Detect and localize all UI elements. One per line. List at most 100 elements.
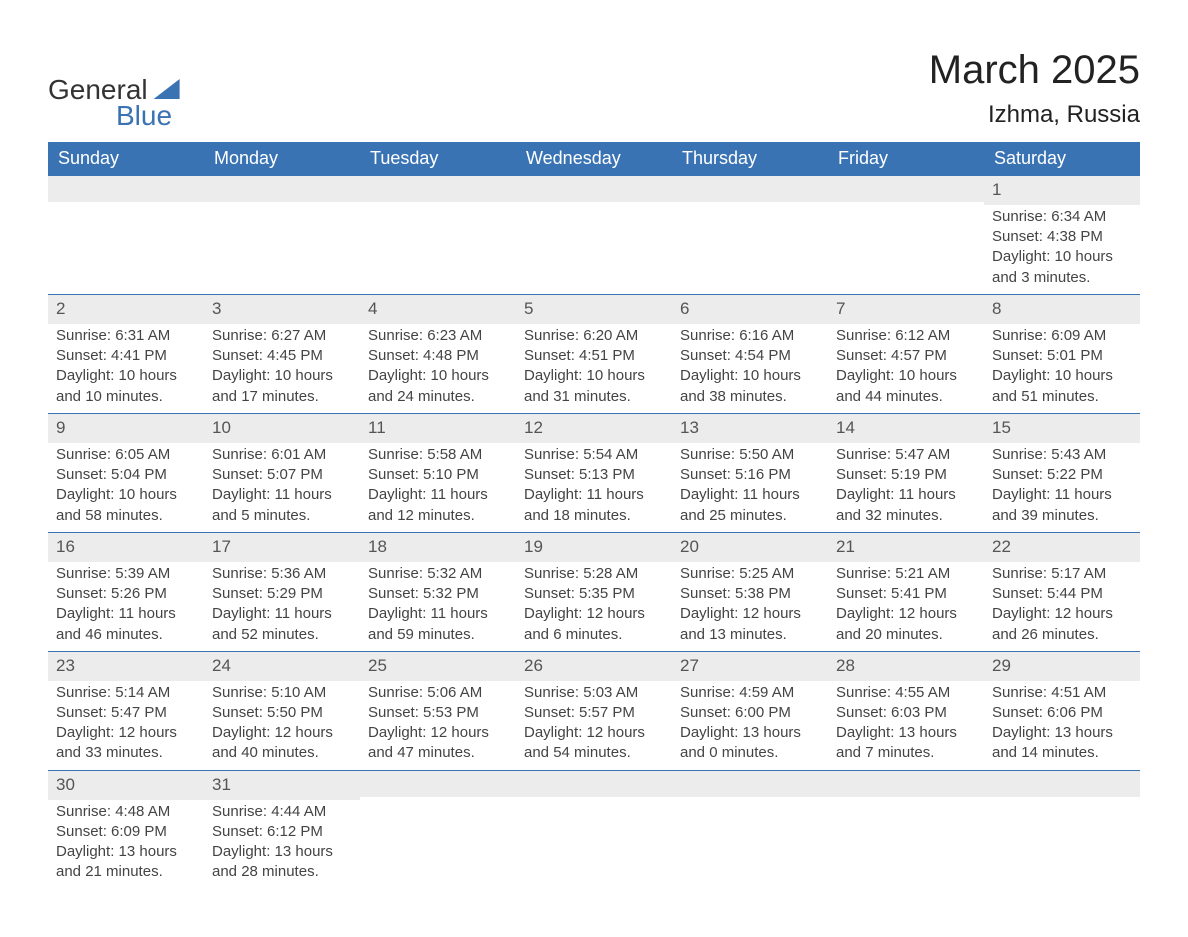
- sunset-text: Sunset: 5:47 PM: [56, 703, 196, 723]
- sunrise-text: Sunrise: 6:12 AM: [836, 326, 976, 346]
- calendar-cell: 18Sunrise: 5:32 AMSunset: 5:32 PMDayligh…: [360, 532, 516, 651]
- daylight2-text: and 58 minutes.: [56, 506, 196, 526]
- sunset-text: Sunset: 5:38 PM: [680, 584, 820, 604]
- daylight1-text: Daylight: 12 hours: [524, 604, 664, 624]
- sunset-text: Sunset: 5:44 PM: [992, 584, 1132, 604]
- daylight2-text: and 13 minutes.: [680, 625, 820, 645]
- calendar-cell: 29Sunrise: 4:51 AMSunset: 6:06 PMDayligh…: [984, 651, 1140, 770]
- calendar-cell: 13Sunrise: 5:50 AMSunset: 5:16 PMDayligh…: [672, 413, 828, 532]
- day-number: 22: [984, 533, 1140, 562]
- sunrise-text: Sunrise: 5:17 AM: [992, 564, 1132, 584]
- daylight1-text: Daylight: 11 hours: [836, 485, 976, 505]
- day-details: [828, 797, 984, 805]
- daylight1-text: Daylight: 12 hours: [836, 604, 976, 624]
- daylight1-text: Daylight: 10 hours: [56, 485, 196, 505]
- day-number: 26: [516, 652, 672, 681]
- sunset-text: Sunset: 4:51 PM: [524, 346, 664, 366]
- daylight2-text: and 0 minutes.: [680, 743, 820, 763]
- day-details: Sunrise: 6:16 AMSunset: 4:54 PMDaylight:…: [672, 324, 828, 413]
- sunset-text: Sunset: 6:12 PM: [212, 822, 352, 842]
- day-number: 27: [672, 652, 828, 681]
- sunset-text: Sunset: 5:29 PM: [212, 584, 352, 604]
- calendar-cell: 23Sunrise: 5:14 AMSunset: 5:47 PMDayligh…: [48, 651, 204, 770]
- day-details: Sunrise: 5:21 AMSunset: 5:41 PMDaylight:…: [828, 562, 984, 651]
- sunset-text: Sunset: 6:09 PM: [56, 822, 196, 842]
- day-number: 14: [828, 414, 984, 443]
- calendar-cell: 15Sunrise: 5:43 AMSunset: 5:22 PMDayligh…: [984, 413, 1140, 532]
- calendar-cell: [48, 176, 204, 295]
- day-number: 25: [360, 652, 516, 681]
- daylight2-text: and 40 minutes.: [212, 743, 352, 763]
- daylight1-text: Daylight: 11 hours: [524, 485, 664, 505]
- daylight1-text: Daylight: 10 hours: [992, 366, 1132, 386]
- day-number: 6: [672, 295, 828, 324]
- calendar-cell: 19Sunrise: 5:28 AMSunset: 5:35 PMDayligh…: [516, 532, 672, 651]
- sunrise-text: Sunrise: 5:10 AM: [212, 683, 352, 703]
- sunset-text: Sunset: 5:16 PM: [680, 465, 820, 485]
- day-details: Sunrise: 5:32 AMSunset: 5:32 PMDaylight:…: [360, 562, 516, 651]
- calendar-cell: 22Sunrise: 5:17 AMSunset: 5:44 PMDayligh…: [984, 532, 1140, 651]
- calendar-header-row: Sunday Monday Tuesday Wednesday Thursday…: [48, 142, 1140, 176]
- day-details: Sunrise: 6:12 AMSunset: 4:57 PMDaylight:…: [828, 324, 984, 413]
- day-details: Sunrise: 5:17 AMSunset: 5:44 PMDaylight:…: [984, 562, 1140, 651]
- day-number: 20: [672, 533, 828, 562]
- sunset-text: Sunset: 5:53 PM: [368, 703, 508, 723]
- calendar-cell: 27Sunrise: 4:59 AMSunset: 6:00 PMDayligh…: [672, 651, 828, 770]
- day-number: [828, 771, 984, 797]
- day-number: [672, 771, 828, 797]
- day-number: 31: [204, 771, 360, 800]
- calendar-week-row: 16Sunrise: 5:39 AMSunset: 5:26 PMDayligh…: [48, 532, 1140, 651]
- logo-triangle-icon: [154, 79, 180, 99]
- day-number: 2: [48, 295, 204, 324]
- daylight2-text: and 26 minutes.: [992, 625, 1132, 645]
- day-details: Sunrise: 5:06 AMSunset: 5:53 PMDaylight:…: [360, 681, 516, 770]
- day-details: [828, 202, 984, 210]
- day-number: [360, 771, 516, 797]
- daylight2-text: and 21 minutes.: [56, 862, 196, 882]
- day-header-wednesday: Wednesday: [516, 142, 672, 176]
- sunrise-text: Sunrise: 4:44 AM: [212, 802, 352, 822]
- sunrise-text: Sunrise: 6:01 AM: [212, 445, 352, 465]
- sunrise-text: Sunrise: 6:31 AM: [56, 326, 196, 346]
- daylight2-text: and 10 minutes.: [56, 387, 196, 407]
- daylight2-text: and 12 minutes.: [368, 506, 508, 526]
- calendar-cell: 16Sunrise: 5:39 AMSunset: 5:26 PMDayligh…: [48, 532, 204, 651]
- title-block: March 2025 Izhma, Russia: [929, 48, 1140, 129]
- calendar-cell: [516, 770, 672, 888]
- sunrise-text: Sunrise: 5:25 AM: [680, 564, 820, 584]
- daylight2-text: and 20 minutes.: [836, 625, 976, 645]
- sunset-text: Sunset: 6:00 PM: [680, 703, 820, 723]
- daylight1-text: Daylight: 13 hours: [992, 723, 1132, 743]
- calendar-week-row: 9Sunrise: 6:05 AMSunset: 5:04 PMDaylight…: [48, 413, 1140, 532]
- day-number: 16: [48, 533, 204, 562]
- calendar-cell: 11Sunrise: 5:58 AMSunset: 5:10 PMDayligh…: [360, 413, 516, 532]
- daylight2-text: and 32 minutes.: [836, 506, 976, 526]
- sunset-text: Sunset: 5:57 PM: [524, 703, 664, 723]
- sunrise-text: Sunrise: 5:39 AM: [56, 564, 196, 584]
- location-label: Izhma, Russia: [929, 101, 1140, 129]
- sunset-text: Sunset: 5:32 PM: [368, 584, 508, 604]
- day-details: Sunrise: 5:47 AMSunset: 5:19 PMDaylight:…: [828, 443, 984, 532]
- day-details: Sunrise: 5:36 AMSunset: 5:29 PMDaylight:…: [204, 562, 360, 651]
- sunset-text: Sunset: 5:10 PM: [368, 465, 508, 485]
- sunset-text: Sunset: 4:54 PM: [680, 346, 820, 366]
- sunset-text: Sunset: 4:48 PM: [368, 346, 508, 366]
- day-details: [516, 797, 672, 805]
- day-details: Sunrise: 4:59 AMSunset: 6:00 PMDaylight:…: [672, 681, 828, 770]
- daylight2-text: and 44 minutes.: [836, 387, 976, 407]
- day-details: [360, 797, 516, 805]
- day-details: Sunrise: 5:14 AMSunset: 5:47 PMDaylight:…: [48, 681, 204, 770]
- sunset-text: Sunset: 5:19 PM: [836, 465, 976, 485]
- sunrise-text: Sunrise: 5:54 AM: [524, 445, 664, 465]
- day-number: 23: [48, 652, 204, 681]
- daylight1-text: Daylight: 10 hours: [680, 366, 820, 386]
- daylight2-text: and 59 minutes.: [368, 625, 508, 645]
- calendar-cell: [360, 770, 516, 888]
- calendar-cell: 7Sunrise: 6:12 AMSunset: 4:57 PMDaylight…: [828, 294, 984, 413]
- day-details: Sunrise: 5:43 AMSunset: 5:22 PMDaylight:…: [984, 443, 1140, 532]
- logo-text-blue: Blue: [48, 102, 180, 130]
- sunset-text: Sunset: 4:41 PM: [56, 346, 196, 366]
- daylight2-text: and 25 minutes.: [680, 506, 820, 526]
- calendar-cell: 1Sunrise: 6:34 AMSunset: 4:38 PMDaylight…: [984, 176, 1140, 295]
- daylight2-text: and 51 minutes.: [992, 387, 1132, 407]
